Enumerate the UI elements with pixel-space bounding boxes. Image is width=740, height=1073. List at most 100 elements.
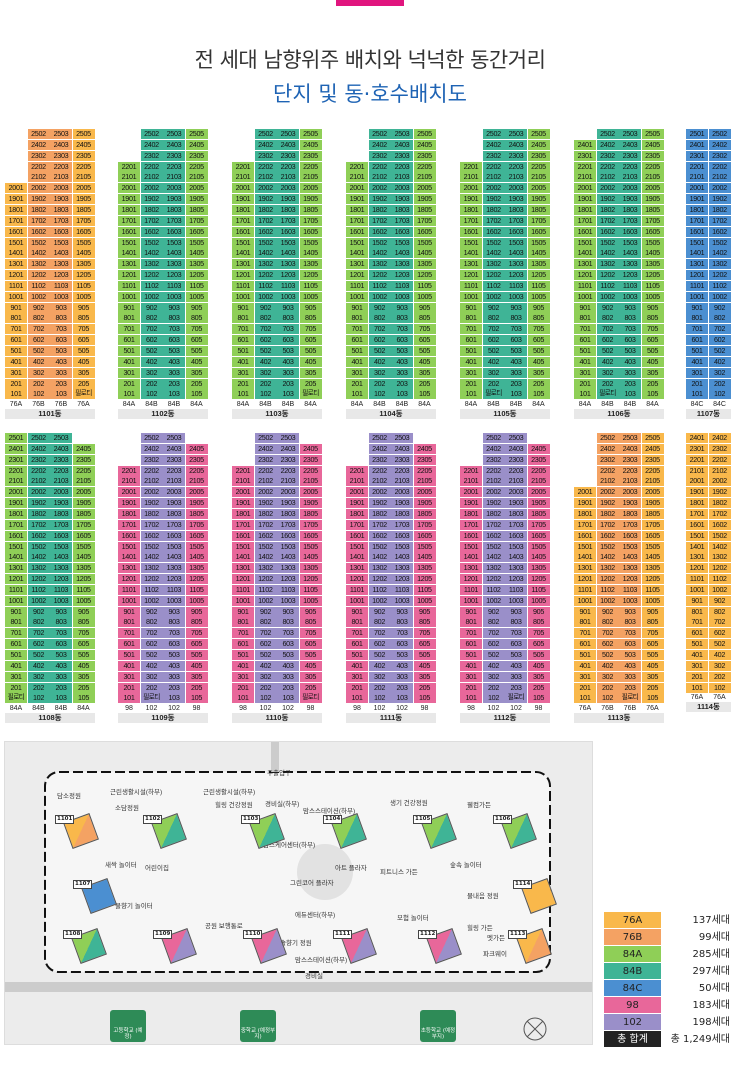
- unit-cell: 2205: [413, 161, 436, 172]
- unit-cell: 801: [686, 313, 708, 324]
- unit-cell: 2303: [619, 454, 641, 465]
- unit-cell: 705: [527, 324, 550, 335]
- unit-cell: 402: [482, 660, 505, 671]
- unit-cell: 1803: [277, 508, 299, 519]
- type-label: 84A: [527, 400, 550, 410]
- unit-cell: 1905: [185, 498, 208, 509]
- unit-cell: 205: [413, 378, 436, 389]
- unit-cell: 805: [299, 617, 322, 628]
- unit-cell: 1403: [391, 248, 413, 259]
- unit-cell: 2101: [574, 172, 596, 183]
- unit-cell: 1502: [27, 541, 50, 552]
- unit-cell: 701: [118, 324, 140, 335]
- building-label: 1111동: [346, 713, 436, 724]
- unit-cell: 701: [574, 628, 596, 639]
- unit-cell: 605: [641, 639, 664, 650]
- unit-cell: 403: [277, 356, 299, 367]
- unit-cell: 202: [368, 378, 391, 389]
- unit-cell: 505: [72, 650, 95, 660]
- unit-cell: 403: [163, 660, 185, 671]
- unit-cell: 1902: [596, 194, 619, 205]
- unit-cell: 1902: [140, 498, 163, 509]
- unit-cell: 1101: [686, 574, 708, 585]
- unit-cell: 1401: [118, 552, 140, 563]
- unit-cell: 801: [574, 617, 596, 628]
- unit-cell: 905: [527, 606, 550, 617]
- unit-cell: 1305: [72, 259, 95, 270]
- unit-cell: 902: [708, 595, 731, 606]
- unit-cell: 301: [232, 671, 254, 682]
- unit-cell: 1001: [5, 595, 27, 606]
- map-label: 모험 놀이터: [397, 915, 429, 922]
- unit-cell: 101: [574, 693, 596, 704]
- unit-cell: 1102: [482, 584, 505, 595]
- type-label: 98: [185, 704, 208, 714]
- unit-cell: 302: [140, 671, 163, 682]
- unit-cell: 1102: [708, 280, 731, 291]
- unit-cell: 203: [391, 378, 413, 389]
- unit-cell: 202: [254, 682, 277, 693]
- unit-cell: 1103: [163, 584, 185, 595]
- unit-cell: 405: [413, 660, 436, 671]
- unit-cell: 1501: [346, 541, 368, 552]
- unit-cell: 705: [299, 324, 322, 335]
- unit-cell: 602: [368, 639, 391, 650]
- unit-cell: 803: [50, 313, 72, 324]
- unit-cell: 201: [5, 378, 27, 389]
- unit-cell: 1303: [277, 563, 299, 574]
- unit-cell: 1105: [72, 280, 95, 291]
- unit-cell: 2303: [505, 454, 527, 465]
- unit-cell: 1005: [527, 291, 550, 302]
- unit-cell: 1901: [232, 498, 254, 509]
- unit-cell: 1102: [140, 280, 163, 291]
- unit-cell: 2301: [686, 443, 708, 454]
- unit-cell: 2102: [27, 172, 50, 183]
- unit-cell: 501: [574, 650, 596, 660]
- unit-cell: 1005: [413, 291, 436, 302]
- unit-cell: 1402: [27, 248, 50, 259]
- legend-count: 198세대: [661, 1014, 736, 1030]
- unit-cell: 303: [277, 671, 299, 682]
- unit-cell: 1302: [482, 259, 505, 270]
- unit-cell: 2201: [346, 161, 368, 172]
- unit-cell: 1505: [299, 237, 322, 248]
- unit-cell: 1305: [72, 563, 95, 574]
- unit-cell: 1401: [686, 248, 708, 259]
- unit-cell: 1703: [619, 215, 641, 226]
- unit-cell: 1902: [708, 487, 731, 498]
- unit-cell: 1601: [5, 530, 27, 541]
- unit-cell: 202: [596, 682, 619, 693]
- unit-cell: 403: [505, 660, 527, 671]
- unit-cell: 2201: [686, 161, 708, 172]
- unit-cell: 1801: [118, 508, 140, 519]
- unit-cell: 1801: [5, 204, 27, 215]
- unit-cell: 802: [482, 313, 505, 324]
- unit-cell: 2002: [140, 183, 163, 194]
- unit-cell: 401: [460, 356, 482, 367]
- unit-cell: 1601: [232, 530, 254, 541]
- unit-cell: 1702: [482, 215, 505, 226]
- map-building-number: 1112: [418, 930, 438, 939]
- unit-cell: 703: [277, 324, 299, 335]
- unit-cell: 302: [368, 671, 391, 682]
- unit-cell: 2003: [619, 183, 641, 194]
- unit-cell: 2405: [185, 139, 208, 150]
- unit-cell: 2301: [686, 150, 708, 161]
- unit-cell: 101: [574, 389, 596, 400]
- unit-cell: 1805: [72, 204, 95, 215]
- unit-cell: 1001: [232, 291, 254, 302]
- unit-cell: 1102: [708, 574, 731, 585]
- unit-cell: 1801: [232, 508, 254, 519]
- unit-cell: 1102: [596, 280, 619, 291]
- legend-row: 102 198세대: [604, 1014, 736, 1031]
- unit-cell: 1205: [413, 270, 436, 281]
- unit-cell: 102: [368, 389, 391, 400]
- unit-cell: 1205: [527, 574, 550, 585]
- unit-cell: 1103: [163, 280, 185, 291]
- unit-cell: 902: [254, 302, 277, 313]
- unit-cell: 1201: [686, 563, 708, 574]
- unit-cell: 1703: [277, 215, 299, 226]
- unit-cell: 402: [27, 660, 50, 671]
- unit-cell: 403: [619, 660, 641, 671]
- unit-cell: 1105: [413, 280, 436, 291]
